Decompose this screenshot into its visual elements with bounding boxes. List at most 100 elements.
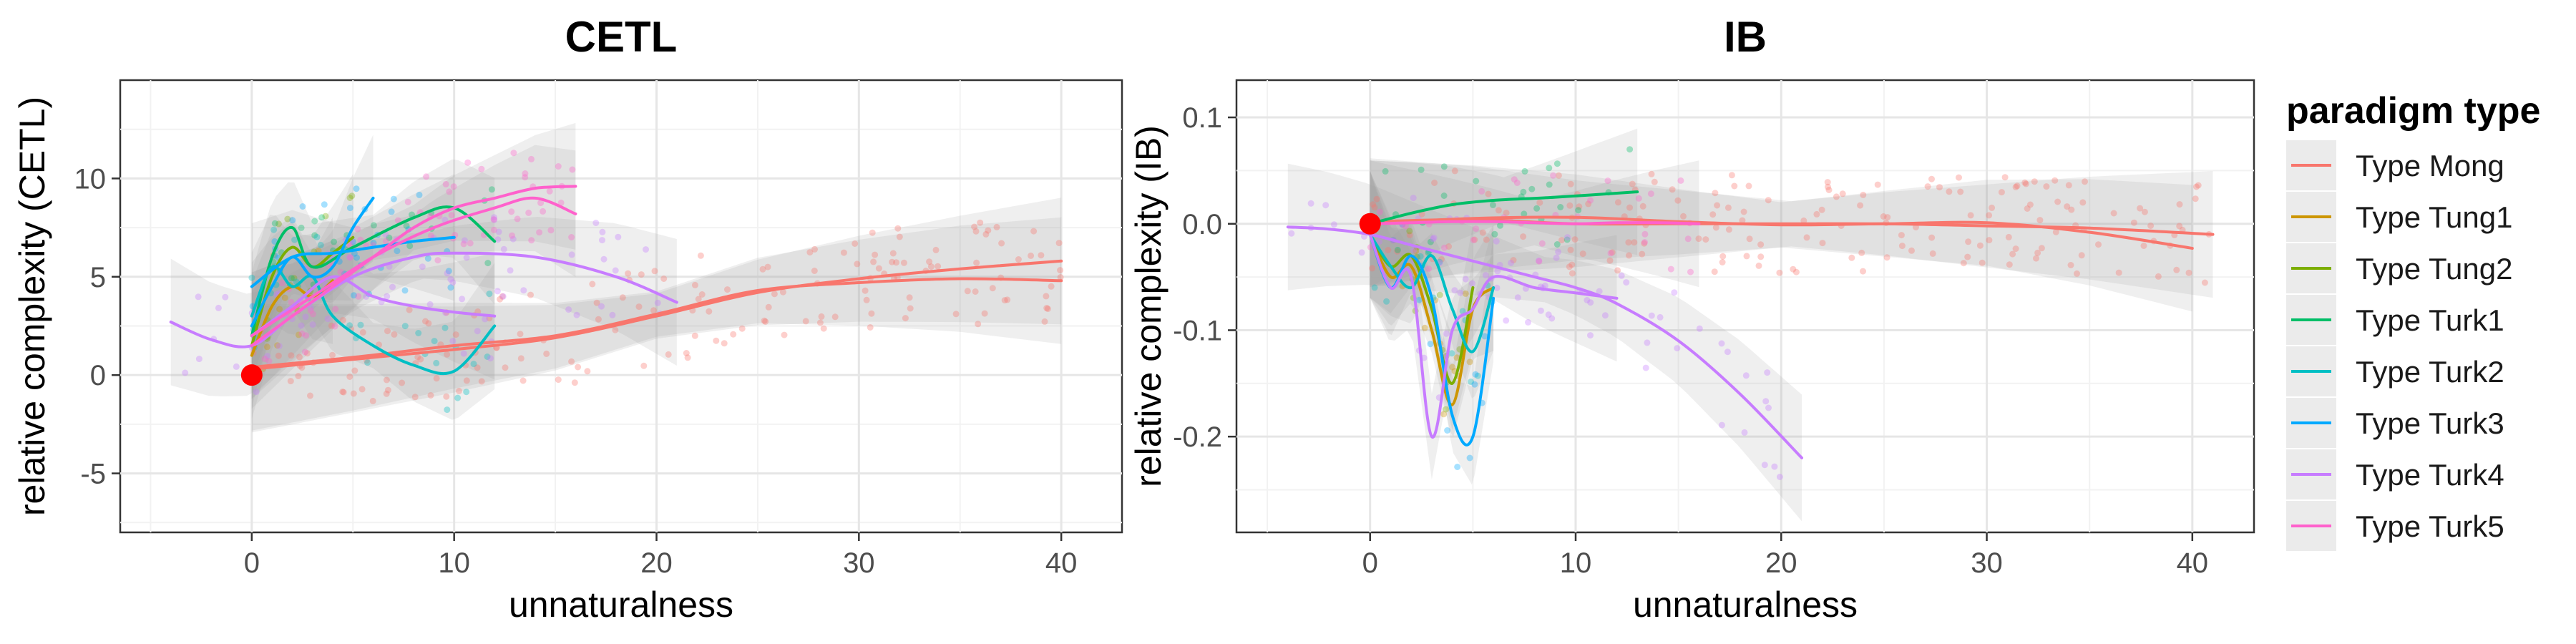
cetl-point-type-turk5 [557, 199, 565, 206]
ib-point-type-mong [2005, 233, 2012, 240]
ib-point-type-mong [1567, 180, 1574, 187]
ib-point-type-turk4 [1536, 257, 1542, 264]
cetl-point-type-mong [811, 268, 818, 274]
cetl-band-type-turk3 [251, 135, 374, 389]
ib-point-type-mong [1568, 270, 1576, 277]
ib-band-type-mong [1370, 160, 2192, 312]
cetl-point-type-turk1 [311, 218, 318, 225]
ib-point-type-mong [2068, 206, 2075, 213]
ib-point-type-mong [1709, 211, 1717, 218]
ib-band-type-mong [1370, 158, 2213, 298]
cetl-point-type-turk2 [441, 324, 449, 331]
ib-point-type-turk3 [1444, 427, 1451, 434]
ib-point-type-turk4 [1322, 202, 1330, 209]
ib-point-type-mong [1998, 189, 2005, 196]
cetl-point-type-tung2 [322, 213, 329, 220]
cetl-point-type-tung2 [275, 220, 282, 228]
ib-point-type-mong [1585, 200, 1592, 208]
ib-point-type-mong [2034, 249, 2041, 256]
cetl-point-type-mong [383, 376, 390, 384]
cetl-point-type-mong [896, 233, 903, 240]
cetl-band-type-turk4 [251, 241, 495, 399]
ib-point-type-mong [2074, 270, 2080, 277]
cetl-band-type-turk1 [251, 159, 495, 399]
cetl-point-type-turk3 [424, 255, 431, 262]
ib-point-type-mong [1609, 249, 1616, 256]
ib-point-type-tung1 [1440, 411, 1448, 418]
cetl-point-type-mong [452, 331, 459, 338]
ib-reference-point-group [1359, 213, 1381, 235]
ib-point-type-mong [1639, 250, 1646, 258]
cetl-point-type-turk5 [394, 217, 401, 224]
cetl-point-type-turk5 [522, 174, 529, 181]
ib-point-type-mong [1986, 237, 1993, 244]
ib-point-type-mong [1445, 243, 1453, 250]
legend-label: Type Turk1 [2356, 303, 2504, 337]
ib-point-type-turk4 [1451, 287, 1458, 294]
cetl-point-type-mong [383, 390, 390, 397]
cetl-point-type-turk1 [271, 220, 278, 227]
ib-line-type-turk2 [1368, 233, 1496, 353]
cetl-point-type-mong [730, 331, 737, 338]
cetl-point-type-turk5 [446, 188, 453, 195]
legend-label: Type Turk2 [2356, 355, 2504, 389]
cetl-point-type-mong [867, 324, 874, 331]
cetl-point-type-turk3 [445, 268, 452, 275]
ib-point-type-turk4 [1430, 234, 1438, 241]
cetl-point-type-turk1 [403, 223, 410, 230]
cetl-point-type-turk5 [288, 298, 295, 306]
cetl-point-type-tung1 [263, 343, 270, 351]
cetl-point-type-mong [932, 246, 940, 253]
cetl-point-type-mong [863, 296, 870, 303]
cetl-point-type-mong [684, 354, 691, 361]
ib-point-type-mong [2173, 266, 2180, 273]
cetl-point-type-turk4 [419, 263, 426, 270]
cetl-point-type-mong [640, 362, 648, 369]
cetl-point-type-mong [463, 377, 470, 384]
ib-point-type-mong [1567, 246, 1574, 253]
ib-point-type-turk5 [1402, 223, 1409, 230]
cetl-point-type-mong [1001, 297, 1008, 304]
cetl-point-type-turk5 [528, 155, 535, 162]
ib-point-type-mong [1631, 239, 1638, 246]
ib-point-type-mong [1960, 260, 1967, 267]
cetl-point-type-mong [1004, 296, 1011, 303]
cetl-point-type-mong [902, 315, 909, 322]
cetl-point-type-turk2 [433, 359, 440, 366]
ib-point-type-mong [1848, 254, 1855, 261]
ib-x-tick-label: 10 [1560, 547, 1592, 579]
ib-point-type-mong [1989, 204, 1996, 211]
ib-point-type-turk3 [1415, 296, 1423, 303]
ib-point-type-turk1 [1553, 241, 1561, 248]
ib-point-type-mong [1371, 204, 1378, 211]
ib-point-type-turk4 [1548, 315, 1556, 322]
ib-point-type-turk5 [1607, 250, 1614, 257]
cetl-point-type-mong [816, 319, 824, 326]
ib-point-type-turk4 [1508, 260, 1514, 266]
ib-point-type-turk1 [1521, 167, 1528, 175]
ib-point-type-turk2 [1468, 379, 1474, 385]
ib-point-type-turk4 [1443, 330, 1450, 337]
cetl-reference-point [240, 364, 263, 386]
ib-point-type-tung2 [1443, 406, 1450, 413]
cetl-point-type-mong [351, 367, 358, 374]
cetl-point-type-mong [889, 258, 896, 265]
cetl-point-type-mong [972, 288, 979, 295]
cetl-line-type-turk4 [250, 275, 497, 338]
cetl-point-type-turk2 [486, 291, 493, 298]
cetl-point-type-mong [862, 287, 869, 294]
ib-point-type-turk3 [1471, 381, 1478, 388]
ib-point-type-mong [1719, 259, 1726, 265]
cetl-point-type-turk4 [654, 299, 661, 306]
ib-point-type-mong [1503, 210, 1510, 216]
cetl-point-type-turk5 [514, 215, 521, 223]
ib-point-type-turk4 [1410, 195, 1417, 202]
ib-point-type-turk4 [1587, 299, 1594, 306]
ib-point-type-mong [1695, 235, 1702, 243]
cetl-point-type-turk5 [442, 180, 449, 187]
ib-point-type-turk1 [1575, 207, 1582, 214]
ib-point-type-tung1 [1413, 248, 1420, 255]
ib-point-type-mong [1669, 186, 1676, 193]
ib-line-type-turk4 [1368, 233, 1619, 439]
cetl-point-type-mong [298, 364, 306, 371]
